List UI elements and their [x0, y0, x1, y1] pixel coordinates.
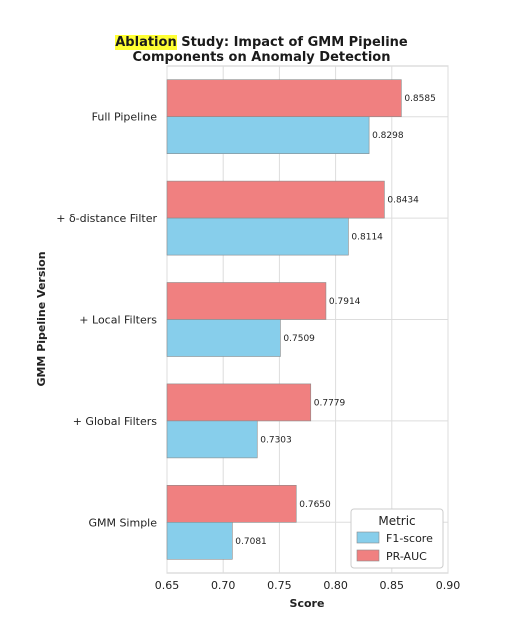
- value-label: 0.7081: [235, 537, 266, 547]
- value-label: 0.8434: [387, 196, 419, 206]
- chart-title-line-1: Ablation Study: Impact of GMM Pipeline: [0, 35, 523, 50]
- category-label: GMM Simple: [88, 516, 157, 529]
- value-labels: 0.8585 0.8434 0.7914 0.7779 0.7650 0.8298 0.81…: [235, 94, 436, 547]
- legend-items: F1-score PR-AUC: [356, 531, 433, 563]
- x-tick-label: 0.90: [436, 579, 461, 592]
- legend-swatch: [356, 549, 380, 562]
- bar-f1-score: [166, 319, 281, 357]
- legend-swatch: [356, 531, 380, 544]
- axes: 0.65 0.70 0.75 0.80 0.85 0.90 Full Pipeline + δ…: [56, 111, 460, 592]
- chart-title-line-2: Components on Anomaly Detection: [132, 50, 391, 65]
- value-label: 0.8298: [372, 131, 404, 141]
- category-label: + Local Filters: [79, 314, 157, 327]
- category-label: + δ-distance Filter: [56, 212, 157, 225]
- legend-label: PR-AUC: [386, 550, 427, 563]
- x-tick-label: 0.75: [267, 579, 292, 592]
- bar-pr-auc: [166, 180, 385, 219]
- bar-pr-auc: [166, 282, 327, 320]
- bar-f1-score: [166, 420, 258, 459]
- bar-f1-score: [166, 521, 233, 560]
- value-label: 0.7779: [314, 398, 346, 408]
- bars: [166, 79, 402, 560]
- x-tick-label: 0.70: [211, 579, 236, 592]
- x-tick-label: 0.65: [155, 579, 180, 592]
- y-axis-title: GMM Pipeline Version: [35, 251, 48, 386]
- value-label: 0.7509: [283, 334, 315, 344]
- x-tick-label: 0.85: [380, 579, 405, 592]
- value-label: 0.8114: [351, 233, 383, 243]
- x-axis-title: Score: [290, 597, 325, 610]
- legend-title: Metric: [378, 514, 415, 528]
- value-label: 0.8585: [404, 94, 436, 104]
- bar-pr-auc: [166, 79, 402, 117]
- value-label: 0.7650: [299, 500, 331, 510]
- category-label: + Global Filters: [73, 415, 158, 428]
- bar-pr-auc: [166, 383, 312, 422]
- bar-f1-score: [166, 116, 370, 154]
- bar-f1-score: [166, 217, 349, 256]
- x-tick-label: 0.80: [323, 579, 348, 592]
- bar-pr-auc: [166, 484, 297, 523]
- title-rest: Study: Impact of GMM Pipeline: [176, 35, 408, 50]
- legend: Metric F1-score PR-AUC: [350, 508, 444, 569]
- category-label: Full Pipeline: [92, 111, 158, 124]
- legend-label: F1-score: [386, 532, 433, 545]
- value-label: 0.7303: [260, 435, 292, 445]
- value-label: 0.7914: [329, 297, 361, 307]
- title-highlight: Ablation: [115, 35, 177, 50]
